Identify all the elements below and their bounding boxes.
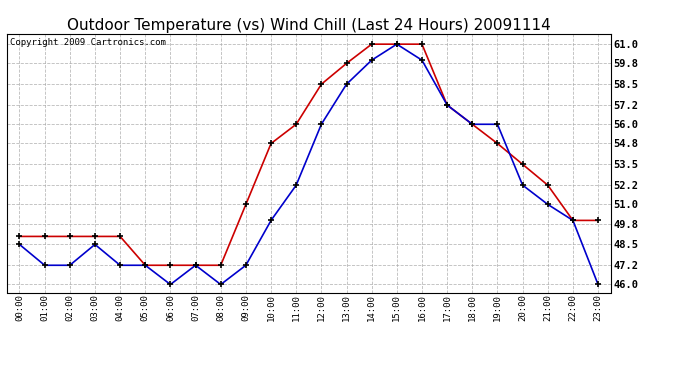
Text: Copyright 2009 Cartronics.com: Copyright 2009 Cartronics.com (10, 38, 166, 46)
Title: Outdoor Temperature (vs) Wind Chill (Last 24 Hours) 20091114: Outdoor Temperature (vs) Wind Chill (Las… (67, 18, 551, 33)
